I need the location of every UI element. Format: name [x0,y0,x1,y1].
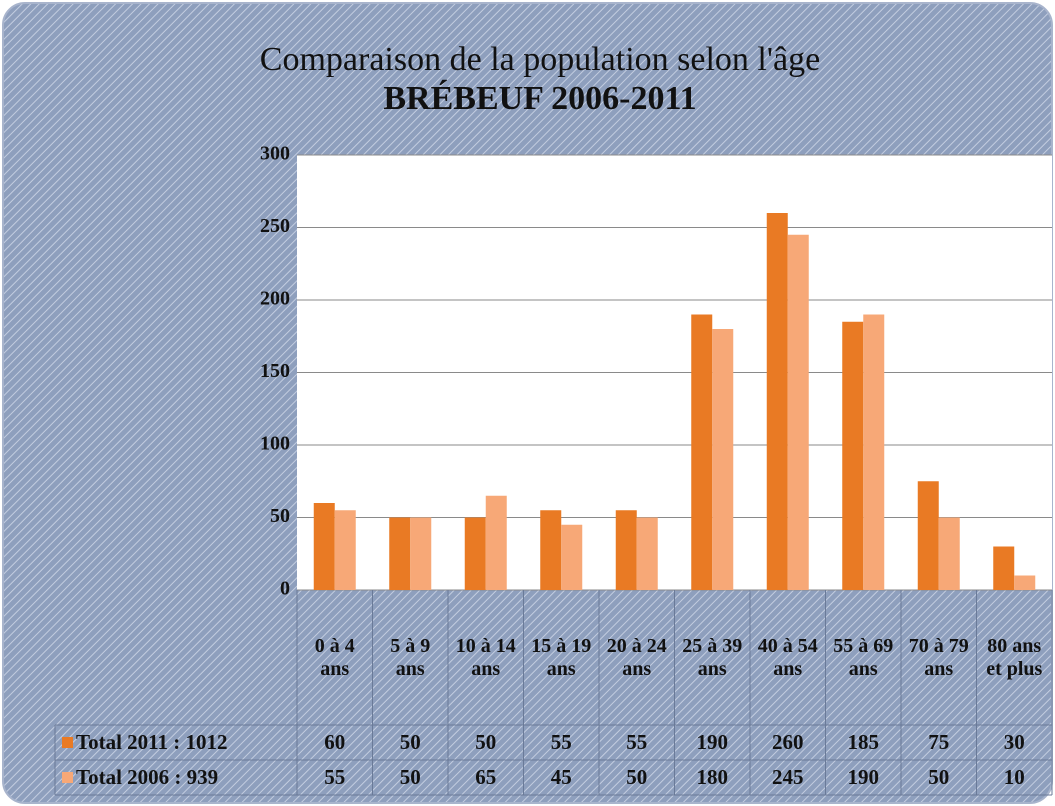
legend-label: Total 2006 : 939 [76,765,219,789]
chart-title: Comparaison de la population selon l'âge [260,41,820,78]
table-value: 60 [324,730,346,754]
bar [787,234,809,590]
table-value: 50 [399,765,421,789]
y-tick-label: 100 [260,433,290,455]
y-tick-label: 150 [260,360,290,382]
bar [485,495,507,590]
x-tick-label: 40 à 54 ans [757,634,818,680]
table-value: 245 [772,765,804,789]
y-tick-label: 50 [270,505,290,527]
table-value: 260 [772,730,804,754]
bar [389,517,411,590]
x-tick-label: 70 à 79 ans [908,634,969,680]
legend-swatch [62,772,73,783]
table-value: 50 [399,730,421,754]
x-tick-label: 15 à 19 ans [531,634,592,680]
bar [464,517,486,590]
bar [863,314,885,590]
bar [615,510,637,590]
chart-subtitle: BRÉBEUF 2006-2011 [383,80,696,117]
bar [1014,575,1036,590]
table-value: 180 [696,765,729,789]
bar [334,510,356,590]
bar [561,524,583,590]
y-tick-label: 250 [260,215,290,237]
y-tick-label: 0 [280,578,290,600]
y-tick-label: 300 [260,143,290,165]
table-value: 190 [847,765,880,789]
table-value: 55 [550,730,572,754]
legend-label: Total 2011 : 1012 [76,730,228,754]
bar [842,321,864,590]
table-value: 65 [475,765,497,789]
table-value: 50 [626,765,648,789]
table-value: 30 [1003,730,1025,754]
x-tick-label: 20 à 24 ans [606,634,667,680]
bar [540,510,562,590]
x-tick-label: 10 à 14 ans [455,634,516,680]
x-tick-label: 55 à 69 ans [833,634,894,680]
bar [691,314,713,590]
x-tick-label: 25 à 39 ans [682,634,743,680]
table-value: 55 [626,730,648,754]
bar [917,481,939,590]
bar [938,517,960,590]
table-value: 50 [928,765,950,789]
table-value: 10 [1003,765,1025,789]
table-value: 185 [847,730,880,754]
bar [712,329,734,590]
bar [766,213,788,590]
table-value: 75 [928,730,950,754]
legend-swatch [62,737,73,748]
x-tick-label: 80 ans et plus [986,634,1043,680]
x-tick-label: 5 à 9 ans [390,634,431,680]
bar [636,517,658,590]
table-value: 45 [550,765,572,789]
table-value: 190 [696,730,729,754]
x-tick-label: 0 à 4 ans [314,634,355,680]
table-value: 50 [475,730,497,754]
y-tick-label: 200 [260,288,290,310]
bar [993,546,1015,590]
table-value: 55 [324,765,346,789]
bar [313,503,335,590]
bar [410,517,432,590]
